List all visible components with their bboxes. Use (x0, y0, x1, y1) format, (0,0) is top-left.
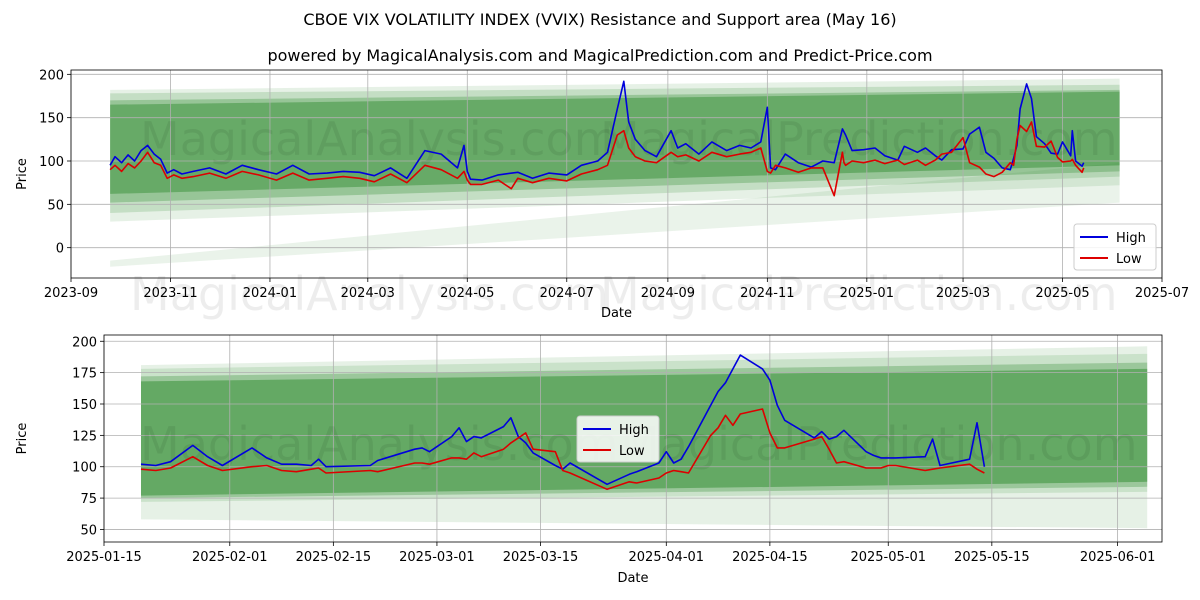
resistance-support-band (110, 89, 1120, 203)
x-tick-label: 2025-07 (1135, 286, 1189, 301)
chart-subtitle: powered by MagicalAnalysis.com and Magic… (267, 46, 933, 65)
x-tick-label: 2025-05-01 (850, 550, 926, 565)
series-line-low (109, 121, 1085, 197)
series-line-high (140, 354, 986, 486)
y-tick-label: 100 (39, 155, 64, 170)
x-axis-label: Date (601, 306, 632, 321)
series-group (109, 80, 1085, 197)
x-tick-label: 2025-05 (1035, 286, 1089, 301)
x-tick-label: 2023-11 (143, 286, 197, 301)
x-tick-label: 2024-03 (341, 286, 395, 301)
x-tick-label: 2024-09 (641, 286, 695, 301)
x-axis-label: Date (617, 571, 648, 586)
chart-panel-2: 2025-01-15 2025-02-01 2025-02-15 2025-03-01… (15, 334, 1163, 586)
x-tick-label: 2025-06-01 (1080, 550, 1156, 565)
series-group (140, 354, 986, 491)
y-tick-label: 150 (39, 112, 64, 127)
legend-label-low: Low (1116, 252, 1142, 267)
y-tick-label: 200 (39, 68, 64, 83)
watermark-text: MagicalPrediction.com (600, 267, 1118, 321)
x-tick-label: 2025-03-15 (503, 550, 579, 565)
x-tick-label: 2025-01-15 (66, 550, 142, 565)
y-tick-label: 50 (80, 523, 97, 538)
y-tick-label: 175 (72, 367, 97, 382)
resistance-support-band (110, 84, 1120, 213)
band-group (110, 78, 1120, 267)
watermark-text: MagicalPrediction.com (620, 417, 1138, 471)
y-axis-label: Price (15, 158, 30, 190)
resistance-support-band (110, 78, 1120, 222)
watermark-text: MagicalPrediction.com (600, 112, 1118, 166)
y-axis-label: Price (15, 423, 30, 455)
y-tick-label: 100 (72, 461, 97, 476)
y-tick-label: 0 (56, 242, 64, 257)
chart-panel-1: 2023-09 2023-11 2024-01 2024-03 2024-05 2024-… (15, 68, 1189, 321)
watermark-text: MagicalAnalysis.com (130, 267, 609, 321)
x-tick-label: 2025-03-01 (399, 550, 475, 565)
legend-label-low: Low (619, 444, 645, 459)
x-tick-label: 2024-01 (243, 286, 297, 301)
plot-frame (70, 69, 1163, 279)
watermark-text: MagicalAnalysis.com (140, 112, 619, 166)
y-tick-label: 75 (80, 492, 97, 507)
legend: High Low (1073, 223, 1157, 271)
x-tick-label: 2025-04-15 (732, 550, 808, 565)
watermark-text: MagicalAnalysis.com (140, 417, 619, 471)
resistance-support-band (110, 162, 1120, 267)
y-tick-label: 150 (72, 398, 97, 413)
x-tick-label: 2023-09 (44, 286, 98, 301)
x-tick-label: 2025-05-15 (954, 550, 1030, 565)
legend: High Low (576, 415, 660, 463)
series-line-high (109, 80, 1085, 181)
y-tick-label: 50 (47, 198, 64, 213)
x-tick-label: 2025-01 (840, 286, 894, 301)
legend-label-high: High (619, 423, 649, 438)
series-line-low (140, 408, 985, 491)
x-tick-label: 2025-02-15 (296, 550, 372, 565)
x-tick-label: 2025-02-01 (192, 550, 268, 565)
plot-frame (103, 334, 1163, 543)
x-tick-label: 2025-03 (936, 286, 990, 301)
x-tick-label: 2024-07 (540, 286, 594, 301)
x-tick-label: 2024-05 (440, 286, 494, 301)
x-tick-label: 2025-04-01 (629, 550, 705, 565)
chart-title: CBOE VIX VOLATILITY INDEX (VVIX) Resista… (303, 10, 897, 29)
legend-label-high: High (1116, 231, 1146, 246)
y-tick-label: 125 (72, 429, 97, 444)
y-tick-label: 200 (72, 335, 97, 350)
x-tick-label: 2024-11 (740, 286, 794, 301)
